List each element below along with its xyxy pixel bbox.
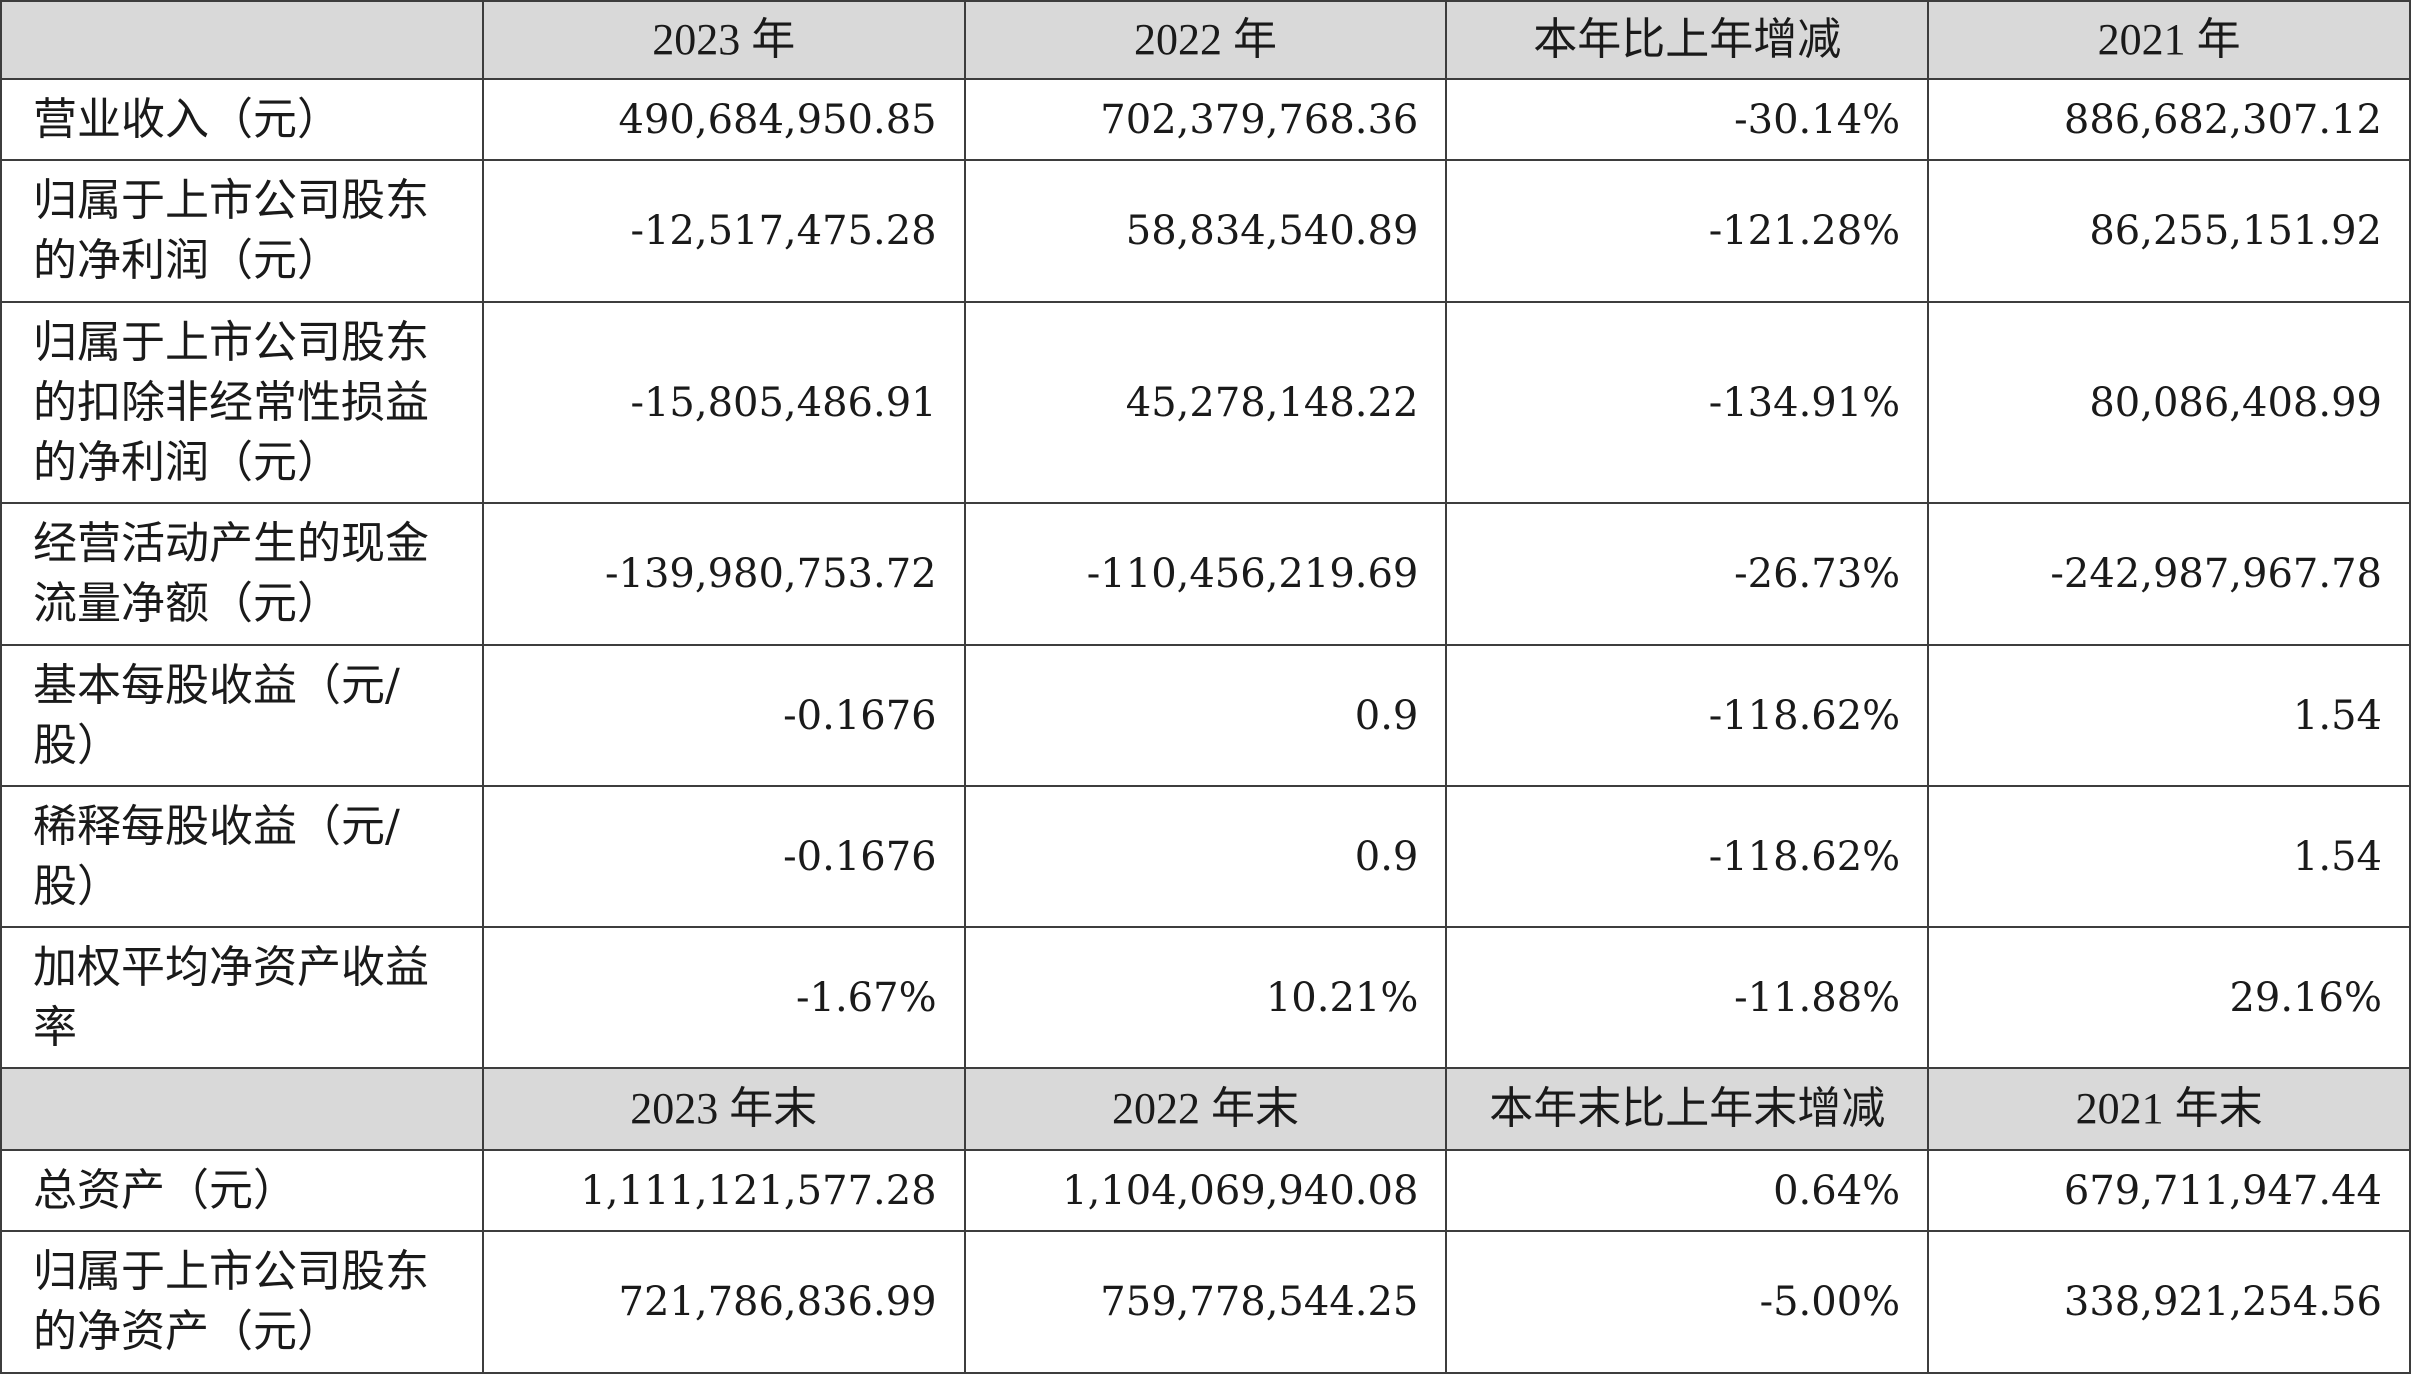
basic-eps-2023: -0.1676 (483, 646, 966, 787)
deducted-net-profit-2022: 45,278,148.22 (965, 303, 1448, 504)
header-end-2023: 2023 年末 (483, 1069, 966, 1151)
header-end-2021: 2021 年末 (1929, 1069, 2411, 1151)
basic-eps-yoy-change: -118.62% (1447, 646, 1930, 787)
net-assets-yoy-change: -5.00% (1447, 1232, 1930, 1374)
total-assets-2021: 679,711,947.44 (1929, 1151, 2411, 1232)
weighted-roe-2022: 10.21% (965, 928, 1448, 1069)
operating-cash-flow-label: 经营活动产生的现金流量净额（元） (2, 504, 484, 646)
weighted-roe-label: 加权平均净资产收益率 (2, 928, 484, 1069)
diluted-eps-2023: -0.1676 (483, 787, 966, 928)
basic-eps-2021: 1.54 (1929, 646, 2411, 787)
diluted-eps-yoy-change: -118.62% (1447, 787, 1930, 928)
revenue-2023: 490,684,950.85 (483, 80, 966, 161)
net-profit-2023: -12,517,475.28 (483, 161, 966, 303)
deducted-net-profit-2023: -15,805,486.91 (483, 303, 966, 504)
operating-cash-flow-2023: -139,980,753.72 (483, 504, 966, 646)
diluted-eps-2022: 0.9 (965, 787, 1448, 928)
net-assets-label: 归属于上市公司股东的净资产（元） (2, 1232, 484, 1374)
header-corner-cell (2, 2, 484, 80)
basic-eps-2022: 0.9 (965, 646, 1448, 787)
net-profit-2022: 58,834,540.89 (965, 161, 1448, 303)
net-profit-2021: 86,255,151.92 (1929, 161, 2411, 303)
total-assets-2023: 1,111,121,577.28 (483, 1151, 966, 1232)
total-assets-yoy-change: 0.64% (1447, 1151, 1930, 1232)
net-profit-label: 归属于上市公司股东的净利润（元） (2, 161, 484, 303)
operating-cash-flow-yoy-change: -26.73% (1447, 504, 1930, 646)
operating-cash-flow-2021: -242,987,967.78 (1929, 504, 2411, 646)
net-assets-2023: 721,786,836.99 (483, 1232, 966, 1374)
header-2023: 2023 年 (483, 2, 966, 80)
weighted-roe-2023: -1.67% (483, 928, 966, 1069)
diluted-eps-2021: 1.54 (1929, 787, 2411, 928)
revenue-2022: 702,379,768.36 (965, 80, 1448, 161)
net-profit-yoy-change: -121.28% (1447, 161, 1930, 303)
revenue-2021: 886,682,307.12 (1929, 80, 2411, 161)
weighted-roe-yoy-change: -11.88% (1447, 928, 1930, 1069)
deducted-net-profit-yoy-change: -134.91% (1447, 303, 1930, 504)
yearend-header-corner-cell (2, 1069, 484, 1151)
header-end-yoy-change: 本年末比上年末增减 (1447, 1069, 1930, 1151)
deducted-net-profit-label: 归属于上市公司股东的扣除非经常性损益的净利润（元） (2, 303, 484, 504)
revenue-yoy-change: -30.14% (1447, 80, 1930, 161)
net-assets-2021: 338,921,254.56 (1929, 1232, 2411, 1374)
diluted-eps-label: 稀释每股收益（元/股） (2, 787, 484, 928)
total-assets-label: 总资产（元） (2, 1151, 484, 1232)
header-yoy-change: 本年比上年增减 (1447, 2, 1930, 80)
header-2021: 2021 年 (1929, 2, 2411, 80)
header-2022: 2022 年 (965, 2, 1448, 80)
operating-cash-flow-2022: -110,456,219.69 (965, 504, 1448, 646)
weighted-roe-2021: 29.16% (1929, 928, 2411, 1069)
header-end-2022: 2022 年末 (965, 1069, 1448, 1151)
total-assets-2022: 1,104,069,940.08 (965, 1151, 1448, 1232)
deducted-net-profit-2021: 80,086,408.99 (1929, 303, 2411, 504)
net-assets-2022: 759,778,544.25 (965, 1232, 1448, 1374)
basic-eps-label: 基本每股收益（元/股） (2, 646, 484, 787)
revenue-label: 营业收入（元） (2, 80, 484, 161)
